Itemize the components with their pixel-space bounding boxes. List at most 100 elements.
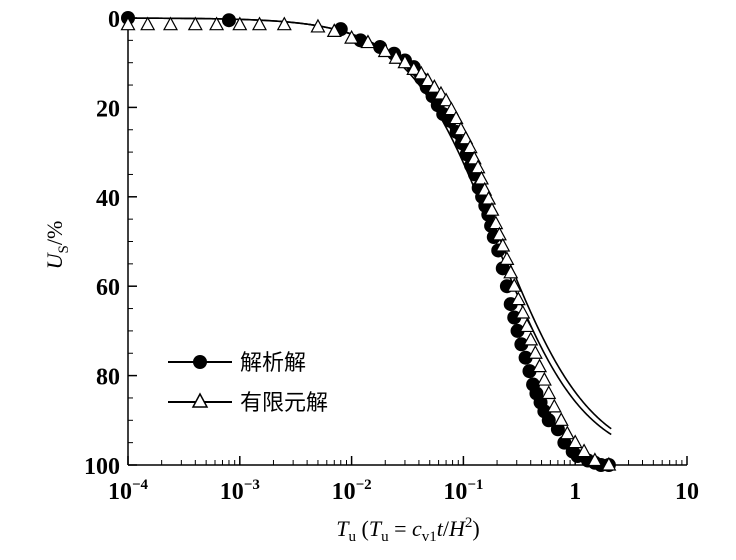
x-title-close: )	[472, 516, 479, 541]
fem-point	[326, 23, 342, 38]
fem-point	[523, 331, 539, 346]
x-title-slash: /	[443, 516, 450, 541]
x-title-two: 2	[465, 515, 473, 531]
fem-point	[532, 358, 548, 373]
x-tick-base: 10	[108, 479, 132, 505]
fem-point	[536, 371, 552, 386]
fem-point	[443, 101, 459, 116]
y-tick-label: 80	[96, 365, 120, 391]
analytic-point	[522, 364, 537, 379]
fem-point	[484, 201, 500, 216]
x-title-open: (	[356, 516, 369, 541]
fem-point	[481, 190, 497, 205]
y-tick-label: 40	[96, 186, 120, 212]
fem-point	[510, 291, 526, 306]
fem-point	[453, 121, 469, 136]
fem-point	[209, 16, 225, 31]
fem-point	[438, 92, 454, 107]
x-tick-base: 10	[332, 479, 356, 505]
y-axis-title-unit: /%	[42, 221, 67, 245]
fem-point	[413, 65, 429, 80]
fem-point	[344, 29, 360, 44]
legend-label-analytic: 解析解	[240, 351, 306, 376]
y-axis-title-main: U	[42, 251, 67, 269]
x-tick-label: 10	[675, 479, 699, 505]
fem-point	[120, 16, 136, 31]
x-tick-base: 10	[675, 479, 699, 505]
x-tick-label: 10−4	[108, 477, 149, 505]
fem-point	[470, 159, 486, 174]
fem-point	[587, 452, 603, 467]
x-title-c: c	[412, 516, 422, 541]
x-tick-base: 1	[569, 479, 581, 505]
y-tick-label: 100	[84, 454, 120, 480]
fem-point	[388, 49, 404, 64]
fem-point	[232, 16, 248, 31]
fem-point	[541, 385, 557, 400]
fem-point	[473, 170, 489, 185]
x-tick-label: 1	[569, 479, 581, 505]
fem-point	[519, 318, 535, 333]
fem-point	[553, 412, 569, 426]
analytic-point	[507, 310, 522, 325]
fem-point	[276, 16, 292, 31]
analytic-point	[514, 337, 529, 352]
fem-point	[377, 43, 393, 58]
fem-point	[163, 16, 179, 31]
fem-point	[495, 237, 511, 252]
y-axis-title: US/%	[42, 221, 72, 270]
fem-point	[140, 16, 156, 31]
fem-point	[515, 304, 531, 319]
fem-point	[426, 79, 442, 93]
fem-point	[567, 434, 583, 449]
fem-point	[448, 110, 464, 125]
x-tick-exponent: −1	[467, 477, 483, 493]
x-title-T: T	[336, 516, 350, 541]
fem-point	[488, 215, 504, 230]
fem-point	[503, 264, 519, 279]
fem-point	[406, 61, 422, 76]
fem-point	[310, 18, 326, 33]
x-tick-base: 10	[443, 479, 467, 505]
x-title-u: u	[349, 529, 357, 545]
fem-point	[397, 54, 413, 69]
fem-point	[576, 443, 592, 458]
fem-point	[458, 130, 474, 145]
legend-marker-analytic	[193, 355, 207, 369]
x-title-t: t	[437, 516, 444, 541]
legend-marker-fem	[191, 392, 209, 408]
x-title-T2: T	[369, 516, 383, 541]
data-markers	[120, 11, 617, 472]
analytic-point	[518, 350, 533, 365]
x-tick-label: 10−1	[443, 477, 483, 505]
fem-point	[187, 16, 203, 31]
y-tick-label: 20	[96, 96, 120, 122]
x-tick-label: 10−2	[332, 477, 372, 505]
fem-point	[420, 72, 436, 87]
y-tick-label: 60	[96, 275, 120, 301]
x-tick-exponent: −4	[132, 477, 149, 493]
fem-point	[499, 251, 515, 265]
axes	[127, 17, 688, 466]
fem-point	[360, 34, 376, 49]
x-tick-exponent: −2	[356, 477, 372, 493]
legend: 解析解 有限元解	[168, 351, 328, 416]
fem-point	[527, 344, 543, 359]
fem-point	[546, 398, 562, 413]
x-title-v1: v1	[422, 529, 437, 545]
analytic-point	[221, 13, 236, 28]
analytic-point	[541, 413, 556, 428]
fem-point	[559, 425, 575, 440]
x-tick-exponent: −3	[244, 477, 260, 493]
y-axis-title-sub: S	[56, 245, 72, 253]
legend-label-fem: 有限元解	[240, 391, 328, 416]
x-tick-base: 10	[220, 479, 244, 505]
y-tick-label: 0	[108, 7, 120, 33]
fem-point	[601, 456, 617, 471]
analytic-point	[510, 323, 525, 338]
x-title-eq: =	[389, 516, 412, 541]
x-axis-title: Tu (Tu = cv1t/H2)	[336, 515, 479, 545]
fem-point	[462, 139, 478, 154]
fem-point	[251, 16, 267, 31]
